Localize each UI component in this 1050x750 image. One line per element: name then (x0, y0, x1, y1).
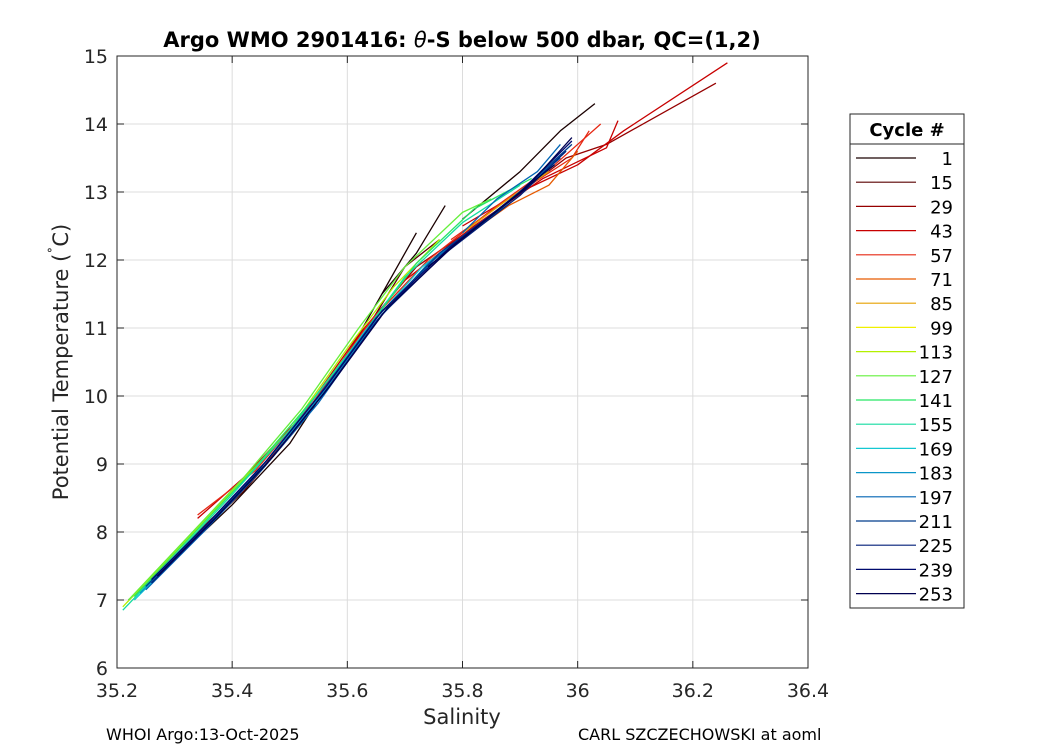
y-tick-label: 12 (84, 250, 108, 272)
y-tick-label: 15 (84, 46, 108, 68)
x-tick-label: 35.6 (326, 680, 368, 702)
legend-label: 141 (919, 391, 953, 412)
y-tick-label: 9 (96, 454, 108, 476)
legend-label: 127 (919, 367, 953, 388)
y-axis-ticks: 6 7 8 9 10 11 12 13 14 15 (84, 46, 808, 680)
profile-line-3 (462, 103, 596, 220)
profile-line-13 (128, 198, 492, 601)
y-tick-label: 14 (84, 114, 108, 136)
footer-left: WHOI Argo:13-Oct-2025 (106, 725, 300, 744)
legend-label: 169 (919, 439, 953, 460)
profile-line-6 (197, 120, 619, 519)
legend-label: 57 (930, 246, 953, 267)
legend: Cycle # 1 15 29 43 57 71 85 99 113 127 141 155 169 18… (849, 113, 965, 609)
legend-label: 253 (919, 585, 953, 606)
profile-line-22 (156, 137, 573, 577)
legend-label: 113 (919, 343, 953, 364)
legend-box (849, 113, 965, 609)
x-tick-label: 35.8 (441, 680, 483, 702)
legend-label: 43 (930, 222, 953, 243)
profile-line-2 (381, 205, 446, 295)
plot-area: 35.2 35.4 35.6 35.8 36 36.2 36.4 6 7 8 9 10 11 12 13 1… (84, 46, 829, 702)
footer-right: CARL SZCZECHOWSKI at aoml (578, 725, 822, 744)
x-tick-label: 35.4 (211, 680, 253, 702)
y-tick-label: 7 (96, 590, 108, 612)
legend-label: 211 (919, 512, 953, 533)
chart-title-part-1: Argo WMO 2901416: (163, 28, 414, 52)
y-axis-label-part-2: C) (49, 224, 73, 247)
x-tick-label: 36.2 (672, 680, 714, 702)
legend-label: 71 (930, 270, 953, 291)
chart-title-theta: θ (414, 28, 427, 52)
profile-line-15 (122, 184, 521, 611)
legend-title: Cycle # (869, 120, 944, 141)
y-tick-label: 10 (84, 386, 108, 408)
series-layer (122, 62, 728, 611)
legend-label: 99 (930, 318, 953, 339)
legend-label: 197 (919, 488, 953, 509)
x-tick-label: 36 (566, 680, 590, 702)
legend-label: 1 (942, 149, 953, 170)
legend-label: 183 (919, 464, 953, 485)
x-axis-ticks: 35.2 35.4 35.6 35.8 36 36.2 36.4 (96, 56, 829, 702)
y-tick-label: 6 (96, 658, 108, 680)
y-tick-label: 8 (96, 522, 108, 544)
legend-label: 155 (919, 415, 953, 436)
legend-label: 29 (930, 197, 953, 218)
y-axis-label: Potential Temperature (˚C) (47, 224, 73, 500)
profile-line-24 (427, 164, 556, 268)
profile-line-23 (462, 143, 561, 234)
y-axis-label-part-1: Potential Temperature ( (49, 254, 73, 501)
y-tick-label: 13 (84, 182, 108, 204)
chart-title-part-2: -S below 500 dbar, QC=(1,2) (427, 28, 761, 52)
y-axis-label-degree: ˚ (47, 247, 64, 254)
y-tick-label: 11 (84, 318, 108, 340)
legend-label: 239 (919, 560, 953, 581)
chart-title: Argo WMO 2901416: θ-S below 500 dbar, QC… (163, 28, 760, 52)
profile-line-9 (450, 130, 590, 241)
legend-label: 85 (930, 294, 953, 315)
x-tick-label: 36.4 (787, 680, 829, 702)
legend-label: 225 (919, 536, 953, 557)
legend-label: 15 (930, 173, 953, 194)
x-axis-label: Salinity (423, 705, 501, 729)
x-tick-label: 35.2 (96, 680, 138, 702)
legend-entries: 1 15 29 43 57 71 85 99 113 127 141 155 169 183 197 211 2… (856, 149, 953, 606)
